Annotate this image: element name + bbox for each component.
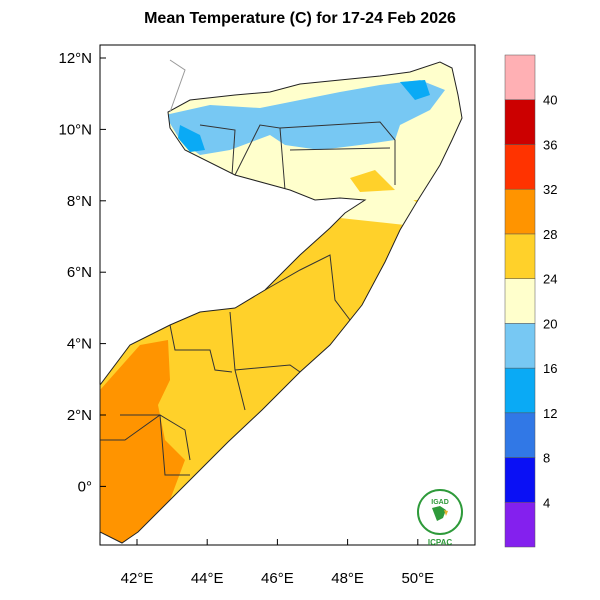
colorbar-bin [504,367,536,414]
y-tick-label: 2°N [67,407,92,424]
x-tick-label: 44°E [191,570,224,587]
logo-bottom-text: ICPAC [428,538,453,547]
colorbar-label: 8 [543,451,550,466]
colorbar-bin [504,457,536,503]
y-tick-label: 6°N [67,264,92,281]
x-tick-label: 46°E [261,570,294,587]
colorbar-label: 20 [543,316,557,331]
neighbor-border [169,59,186,113]
colorbar-label: 28 [543,227,557,242]
colorbar-label: 12 [543,406,557,421]
colorbar-label: 4 [543,495,550,510]
x-tick-label: 42°E [121,570,154,587]
colorbar-bin [504,323,536,369]
logo-top-text: IGAD [431,499,449,506]
colorbar-bin [504,54,536,100]
y-tick-label: 4°N [67,336,92,353]
y-tick-label: 12°N [58,50,92,67]
map-title: Mean Temperature (C) for 17-24 Feb 2026 [144,10,456,27]
country-outline [99,61,463,544]
y-tick-label: 0° [78,478,92,495]
igad-logo: IGAD ICPAC [417,489,463,547]
colorbar-bin [504,144,536,190]
colorbar-label: 16 [543,361,557,376]
x-axis-ticks: 42°E 44°E 46°E 48°E 50°E [121,539,434,587]
colorbar-label: 40 [543,93,557,108]
admin-boundaries [100,121,396,476]
colorbar-bin [504,502,536,548]
colorbar-bin [504,188,536,235]
x-tick-label: 48°E [331,570,364,587]
y-tick-label: 10°N [58,121,92,138]
colorbar: 4 8 12 16 20 24 28 32 36 40 [504,54,557,548]
colorbar-bin [504,412,536,458]
y-tick-label: 8°N [67,193,92,210]
x-tick-label: 50°E [401,570,434,587]
colorbar-label: 32 [543,182,557,197]
y-axis-ticks: 12°N 10°N 8°N 6°N 4°N 2°N 0° [58,50,106,495]
colorbar-bin [504,233,536,279]
colorbar-bin [504,278,536,324]
colorbar-label: 36 [543,137,557,152]
colorbar-label: 24 [543,272,557,287]
colorbar-bin [504,99,536,145]
